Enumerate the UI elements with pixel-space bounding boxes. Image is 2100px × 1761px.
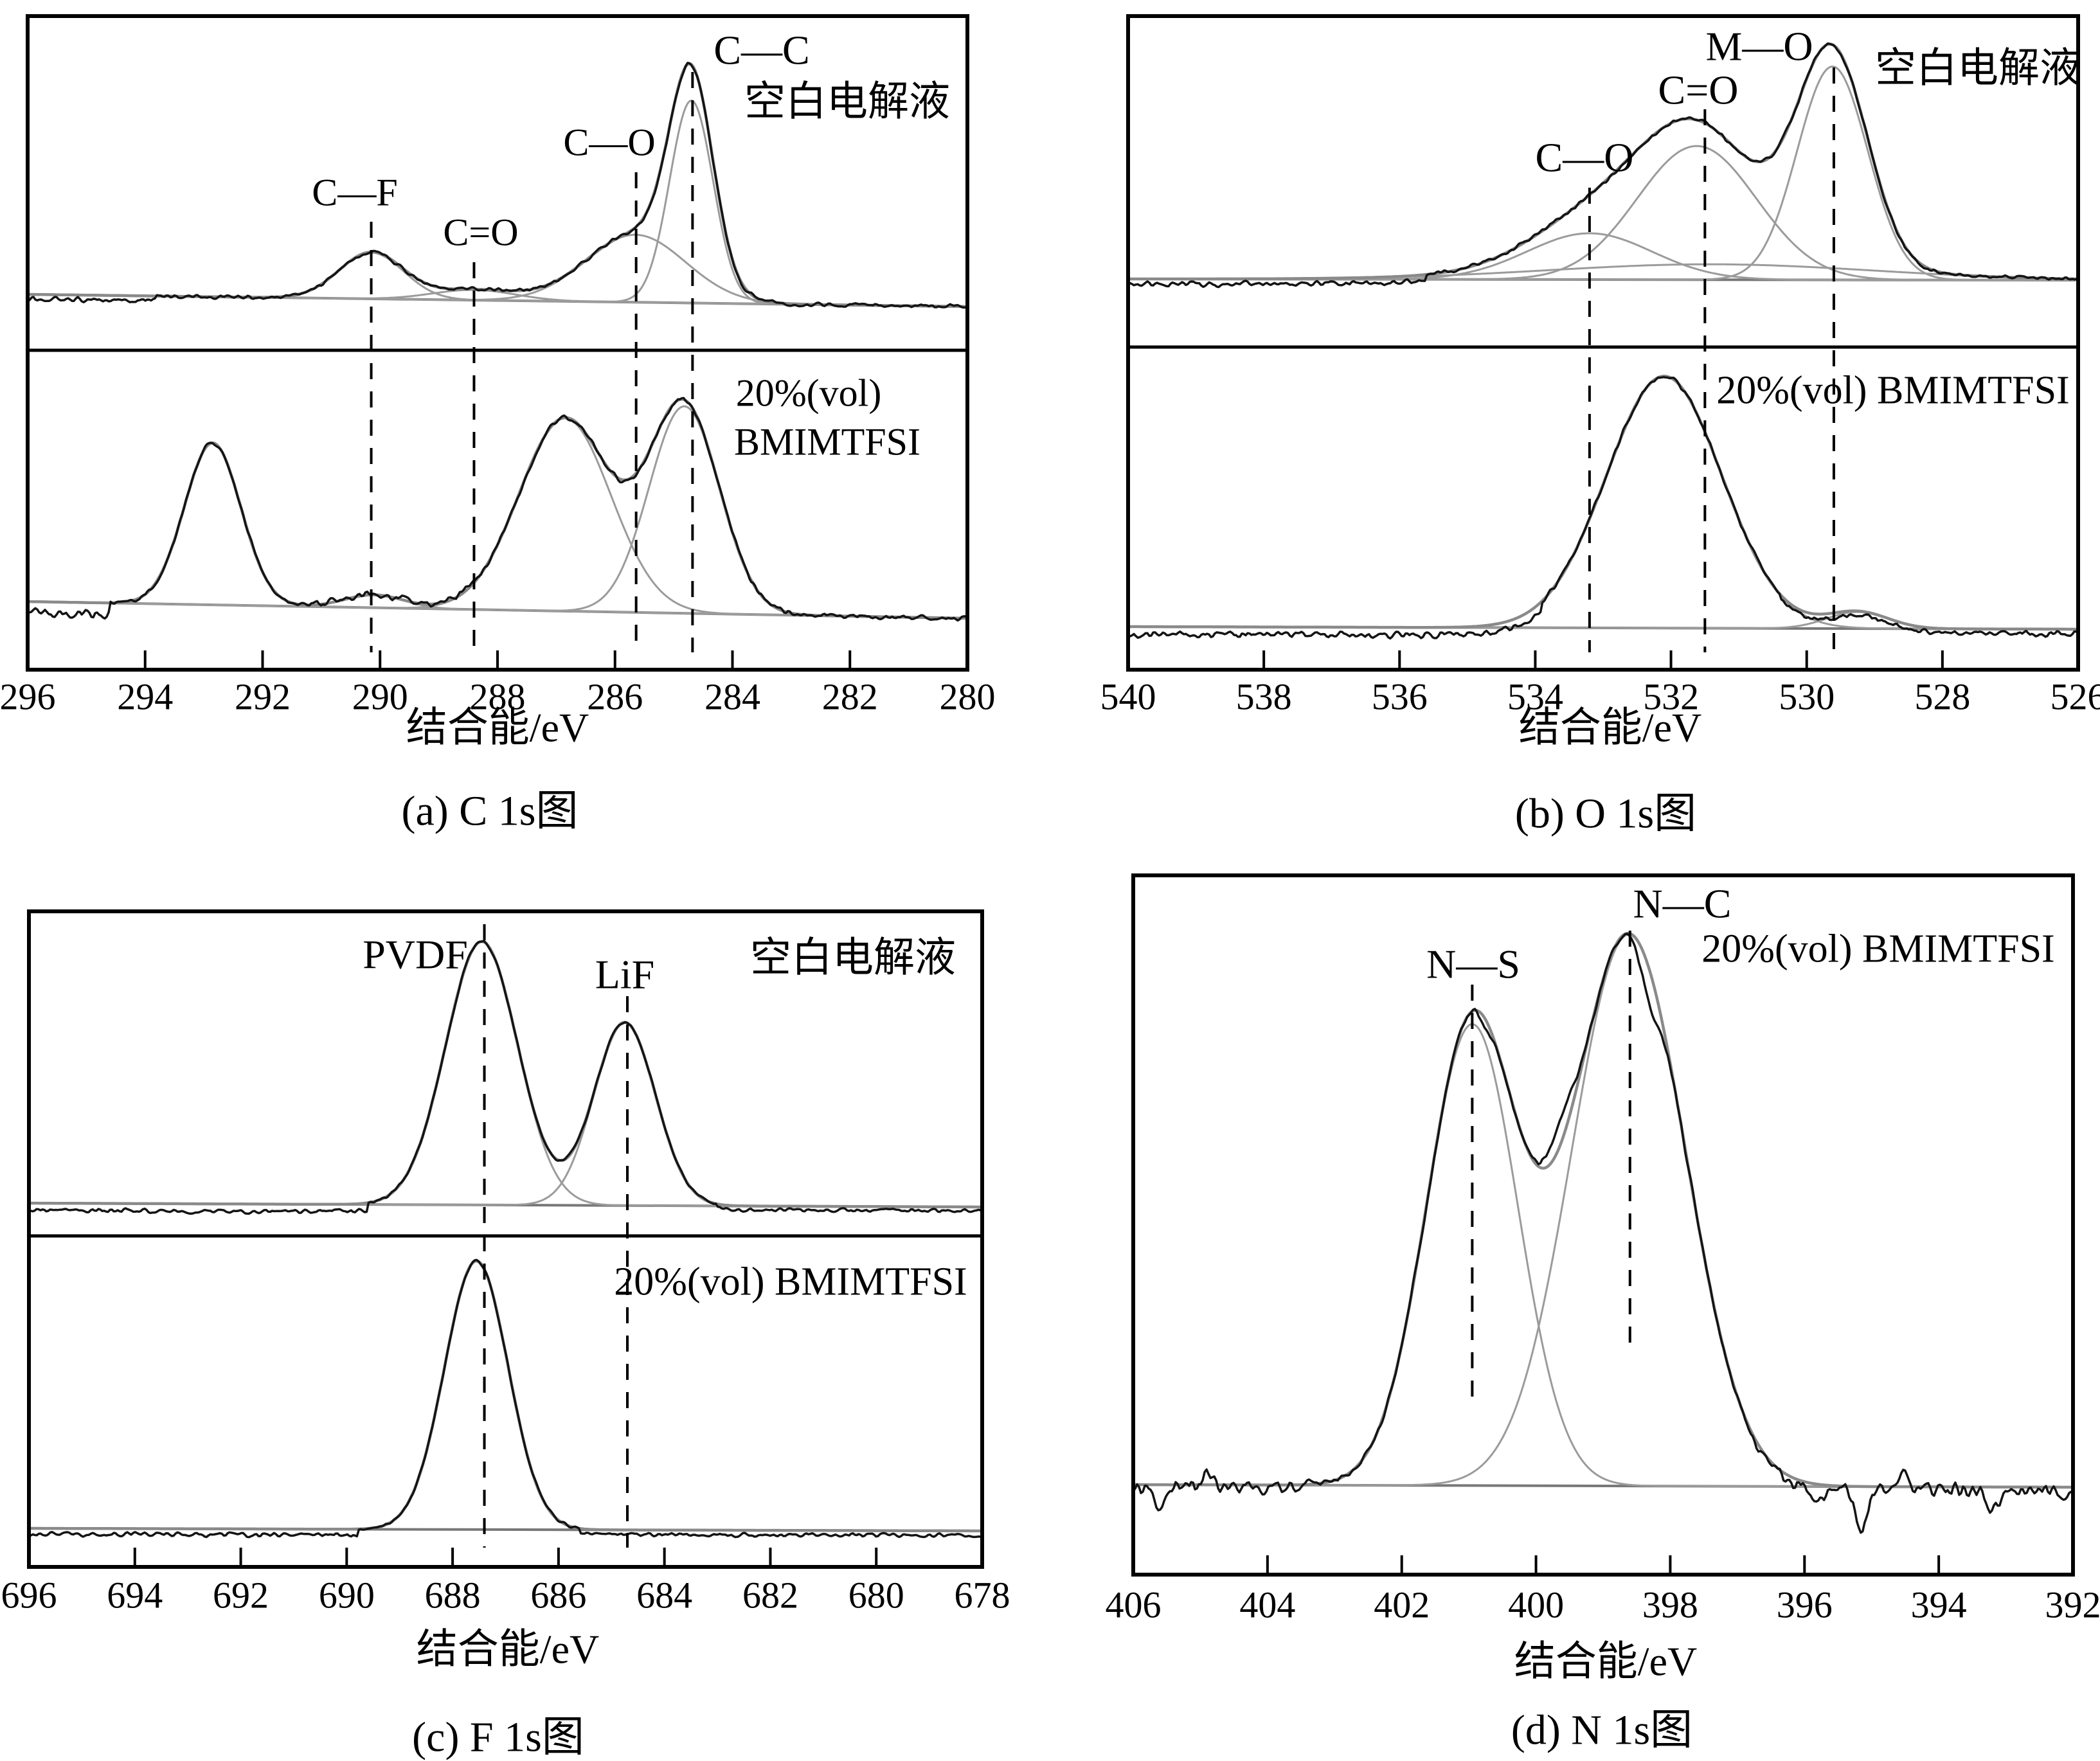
panel-a-curves: [26, 14, 969, 672]
peak-label: C—C: [713, 27, 810, 73]
peak-label: LiF: [595, 951, 655, 997]
x-tick-label: 688: [424, 1574, 481, 1616]
x-tick-label: 540: [1100, 675, 1156, 718]
sample-label: 空白电解液: [750, 934, 956, 981]
peak-label: M—O: [1705, 23, 1813, 69]
panel-c-border: [27, 909, 984, 1569]
x-tick-label: 536: [1371, 675, 1428, 718]
x-tick-label: 400: [1508, 1584, 1565, 1626]
panel-b-border: [1126, 14, 2080, 672]
sample-label: 空白电解液: [744, 78, 950, 125]
x-tick-label: 404: [1239, 1584, 1296, 1626]
x-tick-label: 402: [1374, 1584, 1430, 1626]
x-tick-label: 538: [1235, 675, 1292, 718]
sample-label: 20%(vol) BMIMTFSI: [1701, 927, 2055, 971]
x-tick-label: 530: [1779, 675, 1835, 718]
panel-d-border: [1131, 873, 2075, 1577]
panel-b-caption: (b) O 1s图: [1514, 790, 1697, 837]
x-tick-label: 392: [2045, 1584, 2100, 1626]
sample-label: 20%(vol): [735, 371, 882, 415]
panel-a-caption: (a) C 1s图: [401, 787, 579, 835]
peak-label: C—O: [563, 121, 656, 164]
peak-label: N—C: [1633, 880, 1732, 927]
x-tick-label: 526: [2050, 675, 2100, 718]
x-tick-label: 694: [107, 1574, 163, 1616]
x-tick-label: 696: [1, 1574, 57, 1616]
x-tick-label: 290: [352, 675, 408, 718]
panel-a-x-axis-title: 结合能/eV: [406, 704, 589, 751]
panel-b-x-axis-title: 结合能/eV: [1518, 704, 1702, 751]
x-tick-label: 280: [939, 675, 996, 718]
x-tick-label: 680: [848, 1574, 904, 1616]
sample-label: BMIMTFSI: [733, 420, 921, 463]
sample-label: 20%(vol) BMIMTFSI: [1716, 368, 2070, 413]
x-tick-label: 528: [1914, 675, 1971, 718]
x-tick-label: 296: [0, 675, 56, 718]
x-tick-label: 292: [235, 675, 291, 718]
panel-d-x-axis-title: 结合能/eV: [1514, 1638, 1698, 1685]
panel-b-curves: [1126, 14, 2080, 672]
sample-label: 20%(vol) BMIMTFSI: [614, 1260, 967, 1304]
x-tick-label: 282: [821, 675, 878, 718]
x-tick-label: 686: [530, 1574, 587, 1616]
peak-label: C—O: [1535, 134, 1634, 181]
x-tick-label: 532: [1643, 675, 1700, 718]
x-tick-label: 678: [954, 1574, 1010, 1616]
peak-label: PVDF: [363, 931, 468, 978]
panel-c-x-axis-title: 结合能/eV: [416, 1626, 600, 1672]
x-tick-label: 284: [704, 675, 760, 718]
sample-label: 空白电解液: [1875, 45, 2081, 91]
panel-a-border: [26, 14, 969, 672]
x-tick-label: 286: [587, 675, 643, 718]
peak-label: N—S: [1426, 941, 1520, 987]
peak-label: C—F: [312, 171, 398, 214]
x-tick-label: 398: [1642, 1584, 1698, 1626]
x-tick-label: 692: [213, 1574, 269, 1616]
panel-c-curves: [27, 909, 984, 1569]
x-tick-label: 396: [1776, 1584, 1833, 1626]
x-tick-label: 684: [636, 1574, 693, 1616]
x-tick-label: 294: [117, 675, 174, 718]
peak-label: C=O: [1658, 67, 1739, 113]
x-tick-label: 406: [1105, 1584, 1162, 1626]
x-tick-label: 288: [469, 675, 526, 718]
panel-c-caption: (c) F 1s图: [412, 1713, 584, 1761]
x-tick-label: 394: [1910, 1584, 1967, 1626]
peak-label: C=O: [443, 211, 519, 254]
x-tick-label: 534: [1507, 675, 1563, 718]
panel-d-curves: [1131, 873, 2075, 1577]
panel-d-caption: (d) N 1s图: [1511, 1706, 1693, 1754]
x-tick-label: 682: [742, 1574, 798, 1616]
x-tick-label: 690: [318, 1574, 375, 1616]
